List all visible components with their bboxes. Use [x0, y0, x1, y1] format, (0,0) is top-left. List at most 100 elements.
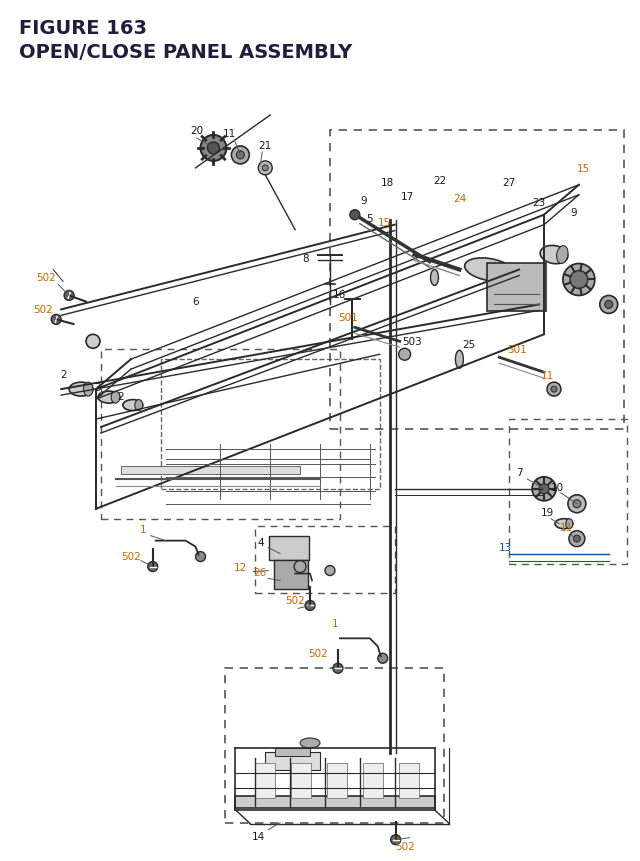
Text: 13: 13	[499, 542, 512, 552]
Text: 502: 502	[33, 305, 53, 315]
Bar	[236, 796, 435, 808]
Text: 1: 1	[332, 619, 339, 629]
Text: 11: 11	[540, 371, 554, 381]
Circle shape	[196, 552, 205, 562]
Text: 12: 12	[234, 562, 247, 572]
Text: 4: 4	[257, 537, 264, 547]
FancyBboxPatch shape	[274, 560, 308, 590]
Text: 22: 22	[433, 176, 446, 186]
Circle shape	[399, 349, 411, 361]
Text: 21: 21	[259, 140, 272, 151]
Ellipse shape	[123, 400, 143, 411]
Text: 15: 15	[378, 218, 391, 227]
Text: 20: 20	[190, 126, 203, 136]
Circle shape	[563, 264, 595, 296]
Text: 2: 2	[118, 392, 124, 401]
Circle shape	[51, 315, 61, 325]
Text: OPEN/CLOSE PANEL ASSEMBLY: OPEN/CLOSE PANEL ASSEMBLY	[19, 43, 353, 62]
Bar	[255, 763, 275, 798]
Bar	[363, 763, 383, 798]
Text: 19: 19	[540, 507, 554, 517]
Text: 15: 15	[577, 164, 591, 174]
Circle shape	[200, 136, 227, 162]
Bar	[291, 763, 311, 798]
Circle shape	[325, 566, 335, 576]
Ellipse shape	[431, 270, 438, 286]
Circle shape	[148, 562, 157, 572]
Circle shape	[568, 495, 586, 513]
Ellipse shape	[540, 246, 568, 264]
Bar	[327, 763, 347, 798]
Circle shape	[605, 301, 612, 309]
Circle shape	[86, 335, 100, 349]
Text: 11: 11	[560, 522, 573, 532]
Ellipse shape	[83, 382, 93, 397]
Text: 502: 502	[36, 273, 56, 283]
Text: 17: 17	[401, 191, 414, 201]
Circle shape	[350, 210, 360, 220]
Circle shape	[390, 834, 401, 845]
Circle shape	[570, 271, 588, 289]
Circle shape	[532, 477, 556, 501]
Circle shape	[551, 387, 557, 393]
Circle shape	[305, 601, 315, 610]
Bar	[399, 763, 419, 798]
Circle shape	[547, 382, 561, 397]
FancyBboxPatch shape	[269, 536, 309, 560]
Circle shape	[573, 536, 580, 542]
Text: 7: 7	[516, 468, 522, 477]
Ellipse shape	[566, 519, 573, 529]
Text: 8: 8	[303, 253, 309, 263]
Text: 9: 9	[360, 195, 367, 206]
Text: 6: 6	[192, 297, 199, 307]
Circle shape	[294, 561, 306, 573]
Text: 502: 502	[395, 840, 415, 851]
Ellipse shape	[135, 400, 143, 411]
Circle shape	[569, 531, 585, 547]
Circle shape	[333, 664, 343, 673]
Text: 18: 18	[381, 177, 394, 188]
Text: 14: 14	[252, 831, 265, 840]
Circle shape	[262, 165, 268, 171]
Ellipse shape	[300, 738, 320, 748]
Text: 27: 27	[502, 177, 516, 188]
Bar	[121, 467, 300, 474]
Text: 23: 23	[532, 197, 546, 208]
Circle shape	[207, 143, 220, 155]
Text: 502: 502	[121, 551, 141, 561]
Circle shape	[573, 500, 581, 508]
Circle shape	[259, 162, 272, 176]
Text: 16: 16	[333, 290, 346, 300]
Text: 24: 24	[452, 194, 466, 203]
Ellipse shape	[555, 519, 573, 529]
Ellipse shape	[456, 350, 463, 369]
Ellipse shape	[69, 382, 93, 397]
Text: 25: 25	[463, 340, 476, 350]
Circle shape	[232, 146, 250, 164]
Ellipse shape	[111, 392, 120, 404]
Text: 2: 2	[60, 369, 67, 380]
Text: 3: 3	[93, 382, 100, 393]
FancyBboxPatch shape	[487, 263, 546, 312]
Circle shape	[600, 296, 618, 314]
Text: FIGURE 163: FIGURE 163	[19, 19, 147, 38]
Text: 1: 1	[140, 524, 146, 534]
Text: 11: 11	[223, 129, 236, 139]
Text: 26: 26	[253, 567, 267, 577]
Text: 5: 5	[367, 214, 373, 223]
Text: 502: 502	[308, 648, 328, 659]
Text: 10: 10	[550, 482, 564, 492]
Text: 502: 502	[285, 596, 305, 606]
Circle shape	[64, 291, 74, 301]
Circle shape	[378, 653, 388, 664]
Bar	[275, 748, 310, 756]
Circle shape	[539, 484, 549, 494]
Text: 9: 9	[571, 208, 577, 218]
Text: 503: 503	[402, 337, 422, 347]
Bar	[265, 753, 320, 770]
Circle shape	[236, 152, 244, 159]
Text: 501: 501	[338, 313, 358, 323]
Ellipse shape	[465, 258, 514, 282]
Text: 501: 501	[508, 345, 527, 355]
Ellipse shape	[557, 246, 568, 264]
